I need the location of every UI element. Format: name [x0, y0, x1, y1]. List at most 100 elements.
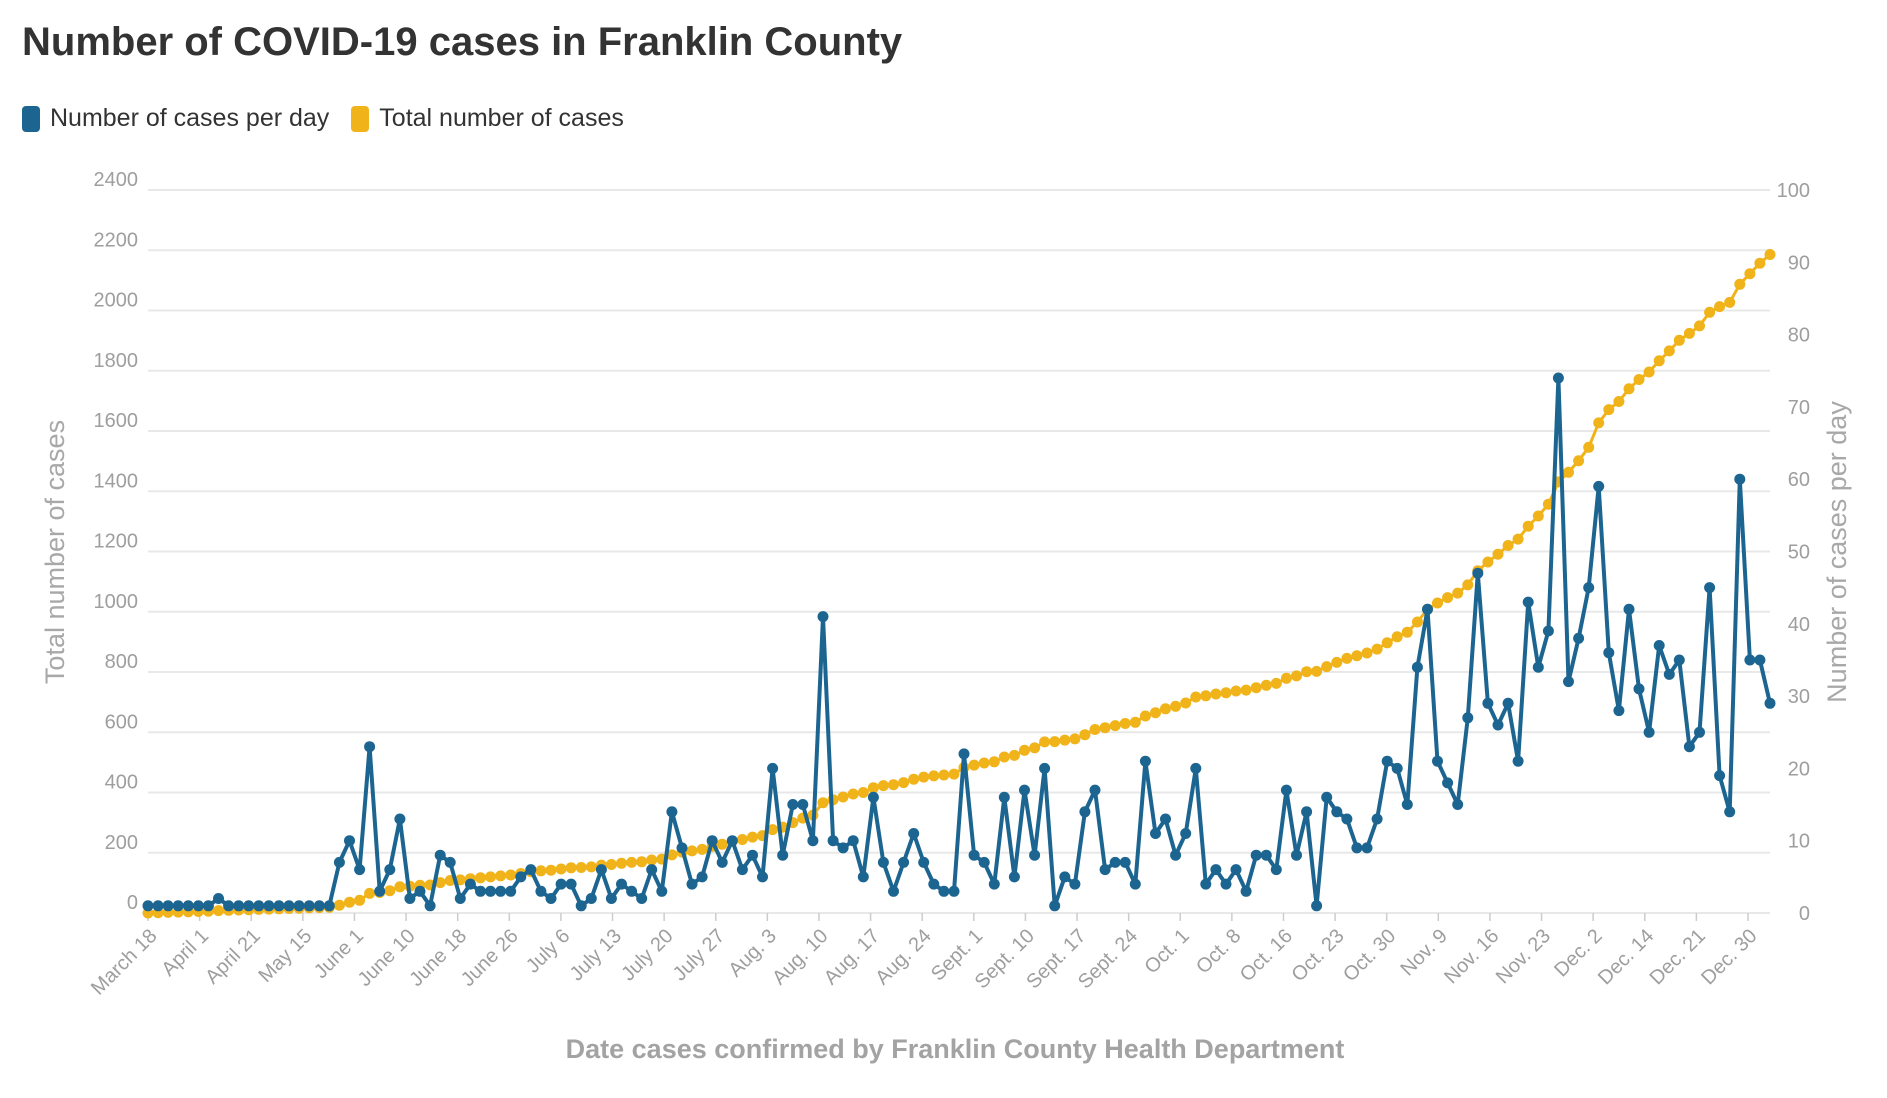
cases-per-day-point[interactable] — [968, 849, 980, 861]
cases-per-day-point[interactable] — [1321, 791, 1333, 803]
total-cases-point[interactable] — [716, 838, 728, 850]
cases-per-day-point[interactable] — [394, 813, 406, 825]
cases-per-day-point[interactable] — [757, 871, 768, 883]
total-cases-point[interactable] — [1391, 631, 1403, 643]
total-cases-point[interactable] — [434, 877, 446, 889]
cases-per-day-point[interactable] — [747, 849, 758, 861]
cases-per-day-point[interactable] — [172, 900, 184, 912]
total-cases-point[interactable] — [908, 773, 920, 785]
cases-per-day-point[interactable] — [1633, 683, 1645, 695]
total-cases-point[interactable] — [1663, 345, 1675, 357]
total-cases-point[interactable] — [1341, 652, 1353, 664]
cases-per-day-point[interactable] — [1351, 842, 1363, 854]
cases-per-day-point[interactable] — [1391, 762, 1403, 774]
total-cases-point[interactable] — [1250, 682, 1262, 694]
cases-per-day-point[interactable] — [233, 900, 245, 912]
cases-per-day-point[interactable] — [1301, 806, 1313, 818]
total-cases-point[interactable] — [1714, 301, 1726, 313]
total-cases-point[interactable] — [1381, 637, 1393, 649]
cases-per-day-point[interactable] — [1180, 828, 1192, 839]
total-cases-point[interactable] — [1280, 672, 1292, 684]
cases-per-day-point[interactable] — [767, 762, 779, 774]
total-cases-point[interactable] — [1291, 670, 1302, 682]
cases-per-day-point[interactable] — [787, 799, 799, 810]
total-cases-point[interactable] — [1230, 685, 1242, 697]
cases-per-day-point[interactable] — [575, 900, 587, 912]
cases-per-day-point[interactable] — [1442, 777, 1454, 789]
total-cases-point[interactable] — [1623, 383, 1635, 395]
total-cases-point[interactable] — [1442, 592, 1454, 604]
total-cases-point[interactable] — [1008, 749, 1020, 761]
cases-per-day-point[interactable] — [918, 856, 930, 868]
cases-per-day-point[interactable] — [1432, 755, 1443, 767]
cases-per-day-point[interactable] — [1170, 849, 1182, 861]
total-cases-point[interactable] — [847, 788, 859, 800]
total-cases-point[interactable] — [918, 771, 930, 783]
cases-per-day-point[interactable] — [1291, 849, 1302, 861]
cases-per-day-point[interactable] — [797, 799, 809, 810]
cases-per-day-point[interactable] — [142, 900, 154, 912]
cases-per-day-point[interactable] — [223, 900, 235, 912]
total-cases-point[interactable] — [475, 872, 486, 884]
cases-per-day-point[interactable] — [1714, 770, 1726, 782]
total-cases-point[interactable] — [968, 759, 980, 771]
total-cases-point[interactable] — [1311, 665, 1323, 677]
cases-per-day-point[interactable] — [1371, 813, 1383, 825]
cases-per-day-point[interactable] — [1341, 813, 1353, 825]
total-cases-point[interactable] — [1573, 455, 1585, 467]
cases-per-day-point[interactable] — [1129, 878, 1141, 890]
cases-per-day-point[interactable] — [605, 893, 617, 904]
total-cases-point[interactable] — [1724, 296, 1736, 308]
cases-per-day-point[interactable] — [1744, 654, 1756, 666]
total-cases-point[interactable] — [1482, 556, 1494, 568]
total-cases-point[interactable] — [1301, 666, 1313, 678]
cases-per-day-point[interactable] — [1643, 726, 1655, 738]
cases-per-day-point[interactable] — [293, 900, 305, 912]
cases-per-day-point[interactable] — [1472, 567, 1484, 579]
cases-per-day-point[interactable] — [656, 885, 668, 897]
cases-per-day-point[interactable] — [1532, 661, 1544, 673]
cases-per-day-point[interactable] — [1361, 842, 1373, 854]
cases-per-day-point[interactable] — [525, 864, 537, 876]
total-cases-point[interactable] — [1180, 697, 1192, 709]
total-cases-point[interactable] — [364, 887, 376, 899]
cases-per-day-point[interactable] — [1210, 864, 1222, 876]
total-cases-point[interactable] — [505, 869, 517, 881]
total-cases-point[interactable] — [626, 856, 638, 868]
total-cases-point[interactable] — [575, 862, 587, 873]
legend-item-total-cases[interactable]: Total number of cases — [351, 104, 624, 133]
cases-per-day-point[interactable] — [424, 900, 436, 912]
total-cases-point[interactable] — [646, 854, 658, 866]
cases-per-day-point[interactable] — [1492, 719, 1504, 731]
cases-per-day-point[interactable] — [736, 864, 748, 876]
total-cases-point[interactable] — [1613, 396, 1625, 407]
cases-per-day-point[interactable] — [696, 871, 708, 883]
cases-per-day-point[interactable] — [1411, 661, 1423, 673]
cases-per-day-point[interactable] — [646, 864, 658, 876]
cases-per-day-point[interactable] — [263, 900, 275, 912]
total-cases-point[interactable] — [938, 769, 950, 781]
total-cases-point[interactable] — [767, 824, 779, 836]
total-cases-point[interactable] — [1089, 724, 1101, 735]
cases-per-day-point[interactable] — [1260, 849, 1272, 861]
cases-per-day-point[interactable] — [1401, 799, 1413, 810]
total-cases-point[interactable] — [1452, 587, 1464, 599]
cases-per-day-point[interactable] — [1653, 640, 1665, 651]
total-cases-point[interactable] — [213, 905, 224, 917]
total-cases-point[interactable] — [1401, 626, 1413, 638]
cases-per-day-point[interactable] — [192, 900, 204, 912]
total-cases-point[interactable] — [636, 856, 648, 868]
cases-per-day-point[interactable] — [1099, 864, 1111, 876]
total-cases-point[interactable] — [1542, 498, 1554, 510]
cases-per-day-point[interactable] — [515, 871, 527, 883]
total-cases-point[interactable] — [1673, 334, 1685, 346]
cases-per-day-point[interactable] — [495, 885, 507, 897]
cases-per-day-point[interactable] — [1422, 603, 1433, 615]
cases-per-day-point[interactable] — [1109, 856, 1121, 868]
cases-per-day-point[interactable] — [867, 791, 879, 803]
cases-per-day-point[interactable] — [1452, 799, 1464, 810]
cases-per-day-point[interactable] — [1502, 697, 1514, 709]
total-cases-point[interactable] — [545, 864, 557, 876]
cases-per-day-point[interactable] — [978, 856, 990, 868]
total-cases-point[interactable] — [1351, 650, 1363, 662]
